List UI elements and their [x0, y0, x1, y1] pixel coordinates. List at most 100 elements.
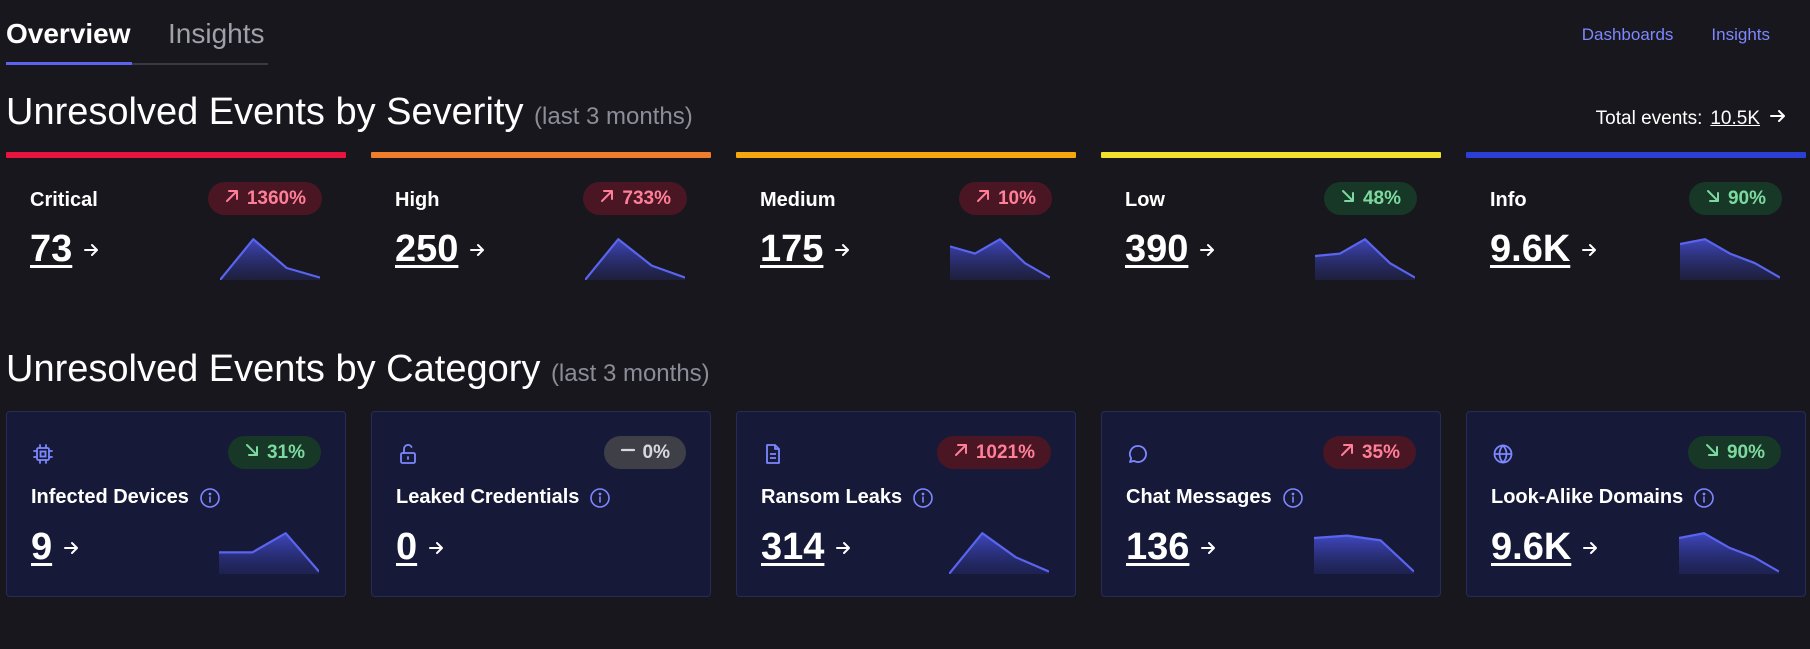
severity-card-high: High 733% 250 — [371, 152, 711, 282]
arrow-down-right-icon — [244, 442, 260, 464]
severity-count-link[interactable]: 250 — [395, 228, 488, 271]
arrow-down-right-icon — [1704, 442, 1720, 464]
arrow-up-right-icon — [599, 188, 615, 210]
total-events-value[interactable]: 10.5K — [1710, 108, 1760, 129]
trend-value: 35% — [1361, 441, 1400, 463]
category-label: Ransom Leaks — [761, 486, 903, 508]
sparkline — [584, 232, 686, 281]
arrow-right-icon[interactable] — [1581, 538, 1601, 558]
category-count[interactable]: 0 — [396, 526, 418, 568]
sparkline — [219, 526, 320, 574]
severity-count[interactable]: 175 — [760, 228, 824, 270]
arrow-up-right-icon — [1339, 442, 1355, 464]
chat-bubble-icon — [1126, 442, 1150, 466]
category-label: Leaked Credentials — [396, 486, 580, 508]
category-count-link[interactable]: 9.6K — [1491, 526, 1601, 569]
info-icon[interactable] — [1693, 487, 1715, 509]
arrow-right-icon[interactable] — [1198, 240, 1218, 260]
sparkline — [584, 526, 684, 574]
category-label: Infected Devices — [31, 486, 189, 508]
tab-insights[interactable]: Insights — [168, 18, 265, 49]
severity-count[interactable]: 390 — [1125, 228, 1189, 270]
category-count-link[interactable]: 314 — [761, 526, 854, 569]
sparkline — [949, 232, 1051, 280]
arrow-up-right-icon — [975, 188, 991, 210]
severity-count-link[interactable]: 390 — [1125, 228, 1218, 271]
arrow-right-icon[interactable] — [1580, 240, 1600, 260]
chip-icon — [31, 442, 55, 466]
info-icon[interactable] — [589, 487, 611, 509]
severity-label: Critical — [30, 189, 98, 211]
severity-title-text: Unresolved Events by Severity — [6, 91, 524, 133]
category-count[interactable]: 9 — [31, 526, 53, 568]
trend-badge: 1360% — [207, 182, 322, 215]
category-section-title: Unresolved Events by Category (last 3 mo… — [6, 348, 710, 391]
trend-value: 90% — [1726, 441, 1765, 463]
category-label-row: Ransom Leaks — [761, 486, 934, 509]
document-icon — [761, 442, 785, 466]
minus-icon — [620, 442, 636, 464]
severity-color-bar — [6, 152, 346, 158]
severity-card-critical: Critical 1360% 73 — [6, 152, 346, 282]
severity-count-link[interactable]: 175 — [760, 228, 853, 271]
severity-count[interactable]: 73 — [30, 228, 73, 270]
trend-badge: 0% — [603, 436, 686, 469]
category-label: Look-Alike Domains — [1491, 486, 1684, 508]
severity-label: Medium — [760, 189, 836, 211]
category-label-row: Look-Alike Domains — [1491, 486, 1715, 509]
severity-count-link[interactable]: 9.6K — [1490, 228, 1600, 271]
arrow-right-icon[interactable] — [1199, 538, 1219, 558]
trend-badge: 90% — [1688, 182, 1782, 215]
trend-badge: 733% — [583, 182, 687, 215]
category-count[interactable]: 136 — [1126, 526, 1190, 568]
sparkline — [1679, 232, 1781, 280]
category-count[interactable]: 9.6K — [1491, 526, 1572, 568]
dashboards-link[interactable]: Dashboards — [1581, 25, 1674, 44]
category-count-link[interactable]: 136 — [1126, 526, 1219, 569]
tab-overview[interactable]: Overview — [6, 18, 131, 49]
severity-color-bar — [736, 152, 1076, 158]
arrow-right-icon[interactable] — [62, 538, 82, 558]
trend-value: 1021% — [975, 441, 1035, 463]
category-card-infected-devices: 31% Infected Devices 9 — [6, 411, 346, 597]
category-subtitle: (last 3 months) — [550, 360, 710, 387]
arrow-right-icon[interactable] — [468, 240, 488, 260]
trend-value: 90% — [1727, 187, 1766, 209]
arrow-up-right-icon — [953, 442, 969, 464]
severity-section-title: Unresolved Events by Severity (last 3 mo… — [6, 91, 693, 134]
info-icon[interactable] — [912, 487, 934, 509]
arrow-right-icon[interactable] — [427, 538, 447, 558]
severity-count[interactable]: 250 — [395, 228, 459, 270]
severity-label: Info — [1490, 189, 1527, 211]
arrow-right-icon[interactable] — [833, 240, 853, 260]
severity-card-medium: Medium 10% 175 — [736, 152, 1076, 282]
category-card-leaked-credentials: 0% Leaked Credentials 0 — [371, 411, 711, 597]
arrow-right-icon[interactable] — [82, 240, 102, 260]
sparkline — [948, 526, 1050, 575]
trend-badge: 90% — [1687, 436, 1781, 469]
severity-color-bar — [1101, 152, 1441, 158]
arrow-right-icon[interactable] — [834, 538, 854, 558]
trend-badge: 48% — [1323, 182, 1417, 215]
sparkline — [219, 232, 321, 281]
category-count[interactable]: 314 — [761, 526, 825, 568]
sparkline — [1678, 526, 1780, 574]
severity-label: High — [395, 189, 440, 211]
category-label-row: Leaked Credentials — [396, 486, 611, 509]
category-count-link[interactable]: 0 — [396, 526, 447, 569]
category-count-link[interactable]: 9 — [31, 526, 82, 569]
arrow-up-right-icon — [224, 188, 240, 210]
severity-color-bar — [371, 152, 711, 158]
info-icon[interactable] — [199, 487, 221, 509]
arrow-right-icon[interactable] — [1768, 106, 1788, 132]
info-icon[interactable] — [1282, 487, 1304, 509]
trend-badge: 35% — [1322, 436, 1416, 469]
severity-count-link[interactable]: 73 — [30, 228, 102, 271]
severity-card-low: Low 48% 390 — [1101, 152, 1441, 282]
category-card-ransom-leaks: 1021% Ransom Leaks 314 — [736, 411, 1076, 597]
insights-link[interactable]: Insights — [1711, 25, 1770, 44]
severity-count[interactable]: 9.6K — [1490, 228, 1571, 270]
globe-icon — [1491, 442, 1515, 466]
unlock-icon — [396, 442, 420, 466]
category-card-look-alike-domains: 90% Look-Alike Domains 9.6K — [1466, 411, 1806, 597]
